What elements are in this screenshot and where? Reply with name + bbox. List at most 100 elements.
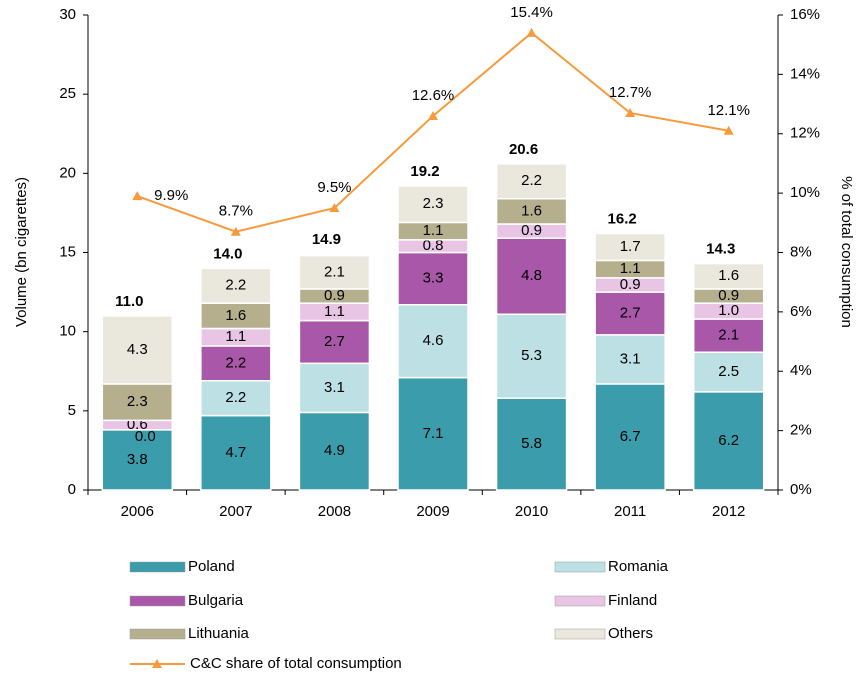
segment-label: 1.6 <box>225 307 246 324</box>
legend-label: C&C share of total consumption <box>190 655 402 672</box>
y2-tick-label: 16% <box>790 6 820 23</box>
bar-segment <box>594 232 666 262</box>
segment-label: 0.9 <box>620 276 641 293</box>
y2-axis-label: % of total consumption <box>838 176 855 328</box>
line-marker <box>526 27 537 37</box>
total-label: 20.6 <box>509 141 538 158</box>
segment-label: 2.1 <box>324 263 345 280</box>
segment-label: 3.8 <box>127 451 148 468</box>
total-label: 14.0 <box>213 245 242 262</box>
segment-label: 2.7 <box>324 333 345 350</box>
segment-label: 0.0 <box>135 428 156 445</box>
legend-swatch <box>554 628 606 640</box>
legend-swatch <box>129 628 186 640</box>
y2-tick-label: 2% <box>790 422 812 439</box>
y-tick-label: 30 <box>59 6 76 23</box>
y-tick-label: 5 <box>68 402 76 419</box>
segment-label: 4.9 <box>324 442 345 459</box>
segment-label: 0.9 <box>521 222 542 239</box>
segment-label: 1.7 <box>620 238 641 255</box>
segment-label: 0.9 <box>718 287 739 304</box>
y-tick-label: 15 <box>59 243 76 260</box>
total-label: 11.0 <box>115 293 143 310</box>
bar-segment <box>692 391 765 491</box>
bar-segment <box>101 383 174 422</box>
segment-label: 7.1 <box>423 425 444 442</box>
legend-swatch <box>554 595 606 607</box>
legend-label: Others <box>608 625 653 642</box>
line-marker <box>723 125 734 135</box>
legend-label: Finland <box>608 592 657 609</box>
y2-tick-label: 12% <box>790 125 820 142</box>
segment-label: 2.3 <box>127 393 148 410</box>
x-tick-label: 2010 <box>515 503 548 520</box>
bar-segment <box>101 315 174 385</box>
bar-segment <box>298 254 371 290</box>
y-axis-label: Volume (bn cigarettes) <box>13 177 30 327</box>
bar-segment <box>397 185 469 224</box>
line-label: 15.4% <box>510 4 553 21</box>
line-label: 12.7% <box>609 84 652 101</box>
bar-segment <box>594 334 666 385</box>
segment-label: 2.2 <box>225 354 246 371</box>
bar-segment <box>298 411 371 491</box>
line-marker <box>230 226 241 236</box>
y2-tick-label: 10% <box>790 184 820 201</box>
y-tick-label: 0 <box>68 481 76 498</box>
y-tick-label: 20 <box>59 164 76 181</box>
y2-tick-label: 14% <box>790 65 820 82</box>
bar-segment <box>101 429 174 491</box>
legend-marker <box>152 659 162 668</box>
segment-label: 6.2 <box>718 432 739 449</box>
segment-label: 2.3 <box>423 195 444 212</box>
line-marker <box>428 110 438 120</box>
line-marker <box>625 107 636 117</box>
total-label: 14.9 <box>312 231 341 248</box>
legend-label: Romania <box>608 558 669 575</box>
legend-label: Poland <box>188 558 235 575</box>
bar-segment <box>397 376 469 491</box>
x-tick-label: 2011 <box>614 503 646 520</box>
segment-label: 4.3 <box>127 341 148 358</box>
legend-swatch <box>129 595 186 607</box>
legend-swatch <box>554 561 606 573</box>
segment-label: 1.1 <box>423 222 444 239</box>
line-label: 8.7% <box>219 203 253 220</box>
x-tick-label: 2009 <box>416 503 449 520</box>
line-label: 12.6% <box>412 87 455 104</box>
bar-segment <box>200 267 272 304</box>
y-tick-label: 10 <box>59 323 76 340</box>
y2-tick-label: 0% <box>790 481 812 498</box>
segment-label: 2.7 <box>620 304 641 321</box>
bar-segment <box>692 318 765 353</box>
legend-swatch <box>129 561 186 573</box>
segment-label: 6.7 <box>620 428 641 445</box>
segment-label: 5.3 <box>521 347 542 364</box>
bar-segment <box>200 414 272 491</box>
segment-label: 5.8 <box>521 435 542 452</box>
segment-label: 1.1 <box>225 328 246 345</box>
total-label: 14.3 <box>706 241 735 258</box>
line-label: 9.9% <box>154 187 188 204</box>
total-label: 16.2 <box>608 210 637 227</box>
x-tick-label: 2006 <box>121 503 154 520</box>
segment-label: 0.8 <box>423 237 444 254</box>
segment-label: 2.1 <box>718 327 739 344</box>
y-tick-label: 25 <box>59 85 76 102</box>
line-label: 9.5% <box>317 179 351 196</box>
segment-label: 4.8 <box>521 267 542 284</box>
bar-segment <box>495 197 568 225</box>
bar-segment <box>594 383 666 491</box>
bar-segment <box>495 163 568 200</box>
x-tick-label: 2008 <box>318 503 351 520</box>
segment-label: 2.5 <box>718 363 739 380</box>
segment-label: 4.7 <box>225 444 246 461</box>
y2-tick-label: 8% <box>790 243 812 260</box>
bar-segment <box>692 262 765 290</box>
bar-segment <box>298 319 371 365</box>
x-tick-label: 2007 <box>219 503 252 520</box>
bar-segment <box>495 313 568 399</box>
bar-segment <box>298 362 371 414</box>
bar-segment <box>495 237 568 315</box>
